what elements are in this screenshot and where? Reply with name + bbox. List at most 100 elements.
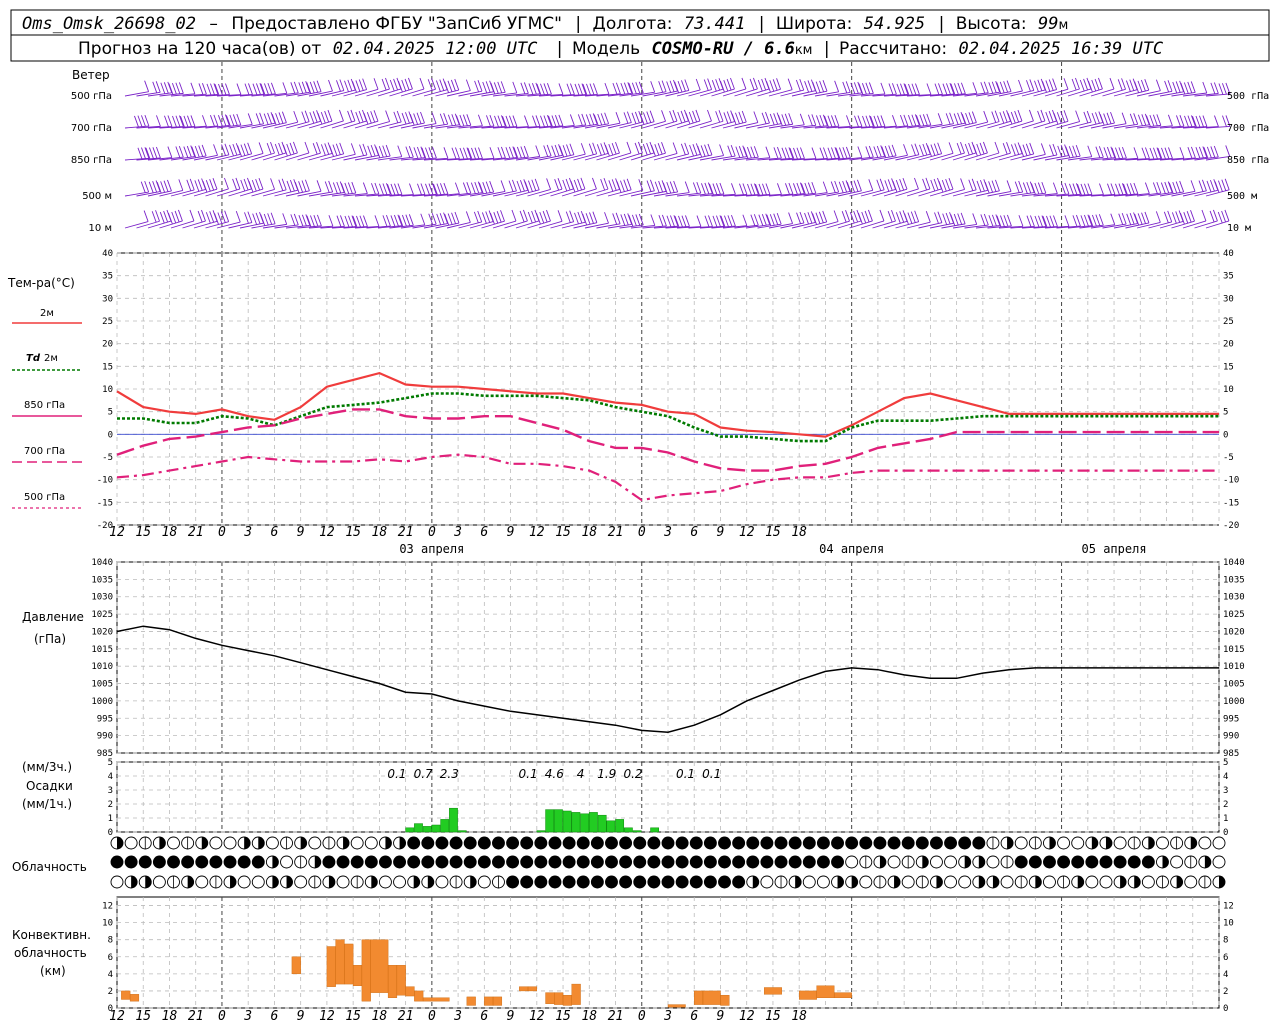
- cloud-symbol: [280, 875, 293, 889]
- cloud-symbol: [718, 836, 731, 850]
- wind-barb: [515, 115, 541, 129]
- wind-barb: [607, 141, 632, 161]
- lat-label: Широта:: [776, 14, 852, 34]
- cloud-symbol: [421, 836, 435, 850]
- wind-barb: [446, 79, 471, 97]
- wind-barb: [768, 212, 794, 229]
- wind-barb: [883, 144, 908, 161]
- x-tick-label: 3: [453, 1009, 462, 1024]
- wind-barb: [780, 182, 805, 197]
- conv-title-1: Конвективн.: [12, 928, 91, 942]
- wind-barb: [952, 178, 977, 197]
- cloud-symbol: [506, 855, 520, 869]
- wind-barb: [1148, 181, 1173, 197]
- wind-barb: [389, 111, 414, 129]
- cloud-symbol: [237, 855, 251, 869]
- wind-barb: [860, 178, 885, 197]
- cloud-symbol: [1043, 836, 1056, 850]
- wind-barb: [711, 183, 736, 197]
- wind-barb: [860, 145, 886, 161]
- wind-barb: [400, 77, 425, 97]
- cloud-symbol: [223, 855, 237, 869]
- wind-barb: [883, 177, 908, 197]
- cloud-symbol: [887, 855, 901, 869]
- cloud-symbol: [619, 855, 633, 869]
- y-tick-label-right: 0: [1223, 1004, 1228, 1014]
- wind-barb: [780, 78, 805, 97]
- wind-barb: [492, 146, 518, 161]
- legend-850-label: 850 гПа: [24, 400, 65, 411]
- wind-barb: [1079, 214, 1104, 229]
- wind-barb: [987, 142, 1011, 161]
- cloud-symbol: [110, 836, 124, 850]
- cloud-symbol: [1000, 855, 1014, 869]
- wind-barb: [400, 146, 426, 161]
- cloud-symbol: [873, 875, 887, 889]
- wind-barb: [630, 110, 655, 129]
- cloud-symbol: [449, 836, 463, 850]
- y-tick-label-right: 990: [1223, 732, 1239, 742]
- wind-barb: [711, 110, 736, 129]
- cloud-symbol: [647, 875, 661, 889]
- alt-unit: м: [1058, 18, 1068, 33]
- wind-barb: [400, 183, 426, 197]
- wind-barb: [170, 145, 196, 161]
- y-tick-label-right: -5: [1223, 453, 1234, 463]
- wind-barb: [964, 110, 989, 129]
- wind-barb: [1033, 182, 1058, 197]
- y-tick-label-right: 0: [1223, 828, 1228, 838]
- cloud-symbol: [265, 875, 279, 889]
- cloud-symbol: [336, 875, 350, 889]
- wind-barb: [791, 114, 817, 129]
- header-line-1: Oms_Omsk_26698_02 – Предоставлено ФГБУ "…: [22, 14, 1068, 34]
- wind-barb: [1010, 79, 1035, 97]
- cloud-symbol: [1000, 875, 1014, 889]
- wind-barb: [918, 113, 943, 129]
- conv-bar: [702, 990, 721, 1005]
- wind-level-label-right: 500 м: [1227, 191, 1257, 202]
- cloud-symbol: [1099, 875, 1113, 889]
- cloud-symbol: [831, 875, 844, 889]
- wind-barb: [665, 79, 690, 97]
- cloud-symbol: [492, 855, 505, 869]
- wind-barb: [435, 211, 460, 229]
- conv-bar: [326, 946, 336, 987]
- y-tick-label-right: 2: [1223, 800, 1228, 810]
- wind-barb: [676, 78, 701, 97]
- wind-barb: [216, 177, 241, 197]
- station-name: Oms_Omsk_26698_02: [22, 14, 196, 34]
- provider-dash: –: [209, 14, 218, 34]
- wind-barb: [987, 180, 1012, 197]
- cloud-symbol: [223, 836, 237, 850]
- legend-2m-label: 2м: [40, 308, 54, 319]
- wind-barb: [941, 82, 966, 97]
- x-tick-label: 12: [739, 525, 755, 540]
- cloud-symbol: [1099, 836, 1113, 850]
- cloud-symbol: [605, 855, 618, 869]
- wind-barb: [1171, 210, 1195, 229]
- conv-bar: [344, 943, 354, 985]
- cloud-symbol: [929, 836, 943, 850]
- wind-barb: [193, 83, 219, 97]
- x-tick-label: 18: [791, 1009, 807, 1024]
- conv-bar: [129, 994, 140, 1002]
- y-tick-label-left: 990: [97, 732, 113, 742]
- cloud-symbol: [958, 855, 972, 869]
- precip-bar: [422, 826, 432, 833]
- cloud-symbol: [1057, 836, 1071, 850]
- wind-barb: [941, 178, 966, 197]
- wind-barb: [998, 215, 1024, 229]
- wind-barb: [1067, 145, 1093, 161]
- wind-barb: [1113, 78, 1138, 97]
- wind-barb: [1205, 82, 1231, 97]
- cloud-symbol: [788, 875, 802, 889]
- wind-barb: [1205, 145, 1231, 161]
- wind-barb: [975, 214, 1001, 229]
- model-unit: км: [795, 43, 813, 58]
- wind-barb: [918, 211, 943, 229]
- wind-barb: [1079, 183, 1104, 197]
- cloud-symbol: [520, 836, 534, 850]
- wind-barb: [665, 215, 690, 229]
- wind-barb: [860, 209, 885, 229]
